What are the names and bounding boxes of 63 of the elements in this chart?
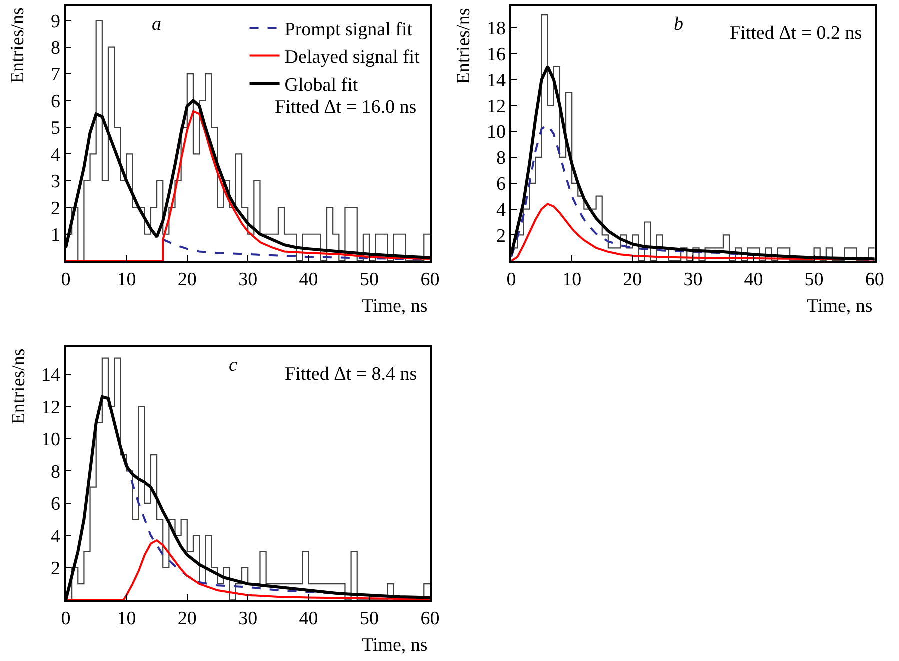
legend-label: Delayed signal fit xyxy=(284,47,421,68)
y-tick-label: 14 xyxy=(41,365,61,386)
legend-label: Prompt signal fit xyxy=(284,20,414,41)
x-axis-title: Time, ns xyxy=(362,296,428,317)
y-tick-label: 6 xyxy=(50,494,60,516)
annotation: a xyxy=(152,14,162,35)
x-tick-label: 0 xyxy=(506,270,516,291)
y-axis-title: Entries/ns xyxy=(8,8,29,84)
y-axis-title: Entries/ns xyxy=(453,8,474,84)
x-tick-label: 60 xyxy=(865,270,884,291)
y-tick-label: 12 xyxy=(486,96,506,118)
y-tick-label: 2 xyxy=(50,558,60,580)
annotation: b xyxy=(674,14,684,35)
y-tick-label: 18 xyxy=(486,18,506,40)
x-tick-label: 40 xyxy=(299,270,318,291)
y-tick-label: 8 xyxy=(496,148,506,170)
line-series xyxy=(66,540,430,600)
y-tick-label: 6 xyxy=(50,91,60,112)
x-tick-label: 40 xyxy=(299,608,318,630)
y-tick-label: 4 xyxy=(50,144,61,166)
x-tick-label: 50 xyxy=(360,608,380,630)
y-tick-label: 3 xyxy=(50,172,60,193)
x-tick-label: 60 xyxy=(420,270,440,291)
y-tick-label: 14 xyxy=(486,70,506,92)
y-tick-label: 8 xyxy=(50,462,60,483)
x-tick-label: 50 xyxy=(804,270,824,291)
y-tick-label: 8 xyxy=(50,38,60,60)
x-tick-label: 0 xyxy=(61,270,71,291)
x-tick-label: 30 xyxy=(238,608,258,630)
y-tick-label: 16 xyxy=(486,44,506,66)
x-tick-label: 10 xyxy=(117,608,136,630)
x-tick-label: 20 xyxy=(178,270,197,291)
y-tick-label: 10 xyxy=(41,430,60,451)
x-tick-label: 20 xyxy=(623,270,642,291)
annotation: c xyxy=(229,355,238,376)
x-tick-label: 50 xyxy=(360,270,380,291)
x-tick-label: 40 xyxy=(744,270,764,291)
x-tick-label: 10 xyxy=(117,270,136,291)
y-tick-label: 2 xyxy=(50,198,60,220)
x-tick-label: 30 xyxy=(684,270,703,291)
y-tick-label: 7 xyxy=(50,64,60,86)
y-tick-label: 4 xyxy=(496,200,506,221)
x-tick-label: 10 xyxy=(562,270,582,291)
x-tick-label: 60 xyxy=(420,608,440,630)
annotation: Fitted Δt = 8.4 ns xyxy=(285,364,418,385)
y-tick-label: 5 xyxy=(50,118,60,140)
y-tick-label: 10 xyxy=(486,122,506,144)
line-series xyxy=(512,203,875,262)
y-tick-label: 12 xyxy=(41,397,60,418)
y-tick-label: 4 xyxy=(50,526,61,548)
x-tick-label: 30 xyxy=(238,270,258,291)
annotation: Fitted Δt = 0.2 ns xyxy=(730,23,862,44)
y-tick-label: 6 xyxy=(496,174,506,196)
y-axis-title: Entries/ns xyxy=(8,348,30,425)
legend-label: Global fit xyxy=(284,74,359,96)
y-tick-label: 9 xyxy=(50,11,60,32)
x-tick-label: 20 xyxy=(178,608,197,630)
x-axis-title: Time, ns xyxy=(362,635,428,656)
y-tick-label: 2 xyxy=(496,226,506,247)
annotation: Fitted Δt = 16.0 ns xyxy=(275,97,417,118)
y-tick-label: 1 xyxy=(50,225,60,246)
x-axis-title: Time, ns xyxy=(807,296,873,317)
x-tick-label: 0 xyxy=(61,608,71,630)
